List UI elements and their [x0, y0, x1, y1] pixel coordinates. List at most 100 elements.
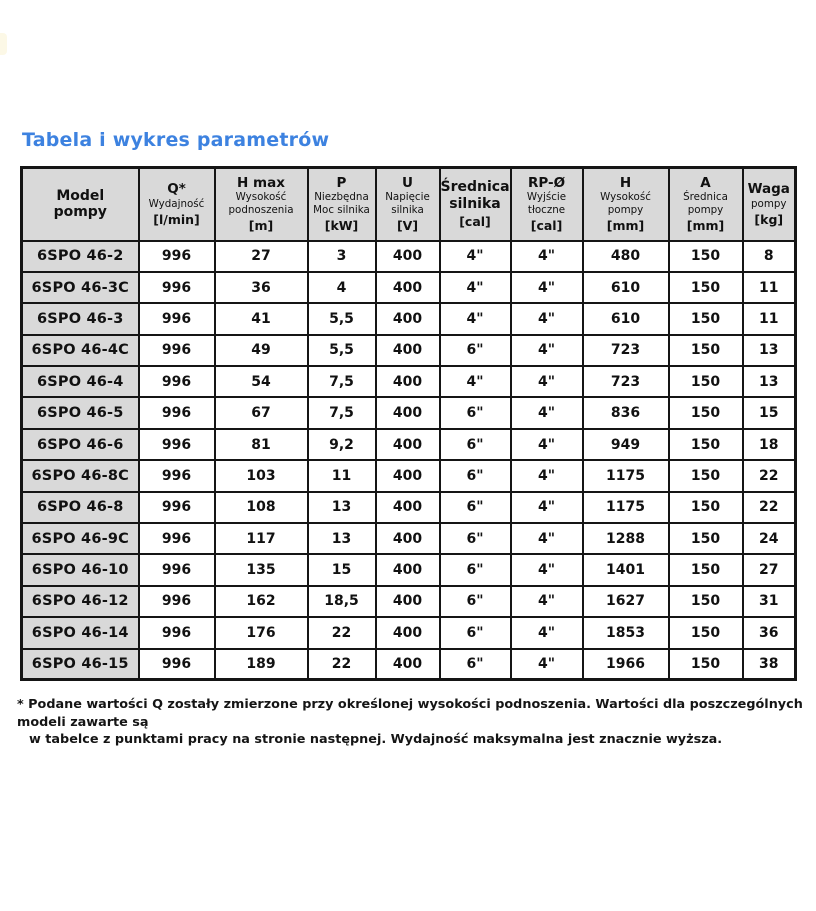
value-cell-h: 723: [581, 365, 670, 399]
table-row: 6SPO 46-2 996 27 3 400 4" 4" 480 150 8: [20, 239, 797, 273]
column-description: Napięcie: [385, 191, 430, 204]
column-header-u: U Napięcie silnika [V]: [374, 166, 441, 242]
value-cell-h: 836: [581, 396, 670, 430]
value-cell-h: 1288: [581, 522, 670, 556]
value-cell-waga: 18: [741, 427, 797, 462]
column-unit: [l/min]: [153, 212, 200, 227]
value-cell-q: 996: [137, 365, 216, 399]
value-cell-srednica-silnika: 6": [438, 616, 512, 650]
table-row: 6SPO 46-8 996 108 13 400 6" 4" 1175 150 22: [20, 490, 797, 525]
column-symbol: RP-Ø: [527, 174, 566, 191]
table-row: 6SPO 46-4 996 54 7,5 400 4" 4" 723 150 13: [20, 365, 797, 399]
model-cell: 6SPO 46-4: [20, 365, 140, 399]
value-cell-q: 996: [137, 522, 216, 556]
value-cell-srednica-silnika: 4": [438, 239, 512, 273]
table-row: 6SPO 46-9C 996 117 13 400 6" 4" 1288 150 24: [20, 522, 797, 556]
value-cell-waga: 38: [741, 647, 797, 681]
value-cell-u: 400: [374, 302, 441, 336]
value-cell-q: 996: [137, 584, 216, 619]
value-cell-u: 400: [374, 365, 441, 399]
value-cell-p: 3: [306, 239, 377, 273]
value-cell-rp: 4": [509, 553, 584, 587]
value-cell-rp: 4": [509, 365, 584, 399]
column-description: pompy: [751, 197, 787, 210]
value-cell-h: 723: [581, 333, 670, 368]
value-cell-a: 150: [667, 333, 744, 368]
column-symbol: silnika: [449, 195, 501, 212]
value-cell-h: 610: [581, 302, 670, 336]
value-cell-rp: 4": [509, 427, 584, 462]
value-cell-hmax: 67: [213, 396, 309, 430]
column-symbol: pompy: [53, 204, 107, 221]
table-header: Model pompy Q* Wydajność [l/min] H max Wysokoś…: [20, 166, 797, 242]
value-cell-q: 996: [137, 427, 216, 462]
table-row: 6SPO 46-4C 996 49 5,5 400 6" 4" 723 150 13: [20, 333, 797, 368]
value-cell-a: 150: [667, 302, 744, 336]
value-cell-srednica-silnika: 4": [438, 270, 512, 305]
value-cell-hmax: 41: [213, 302, 309, 336]
column-header-a: A Średnica pompy [mm]: [667, 166, 744, 242]
table-row: 6SPO 46-15 996 189 22 400 6" 4" 1966 150 38: [20, 647, 797, 681]
value-cell-hmax: 81: [213, 427, 309, 462]
value-cell-srednica-silnika: 6": [438, 647, 512, 681]
model-cell: 6SPO 46-3: [20, 302, 140, 336]
model-cell: 6SPO 46-14: [20, 616, 140, 650]
value-cell-h: 1175: [581, 490, 670, 525]
value-cell-rp: 4": [509, 396, 584, 430]
model-cell: 6SPO 46-2: [20, 239, 140, 273]
table-body: 6SPO 46-2 996 27 3 400 4" 4" 480 150 8 6SPO 46-3C 9…: [20, 239, 797, 681]
column-unit: [cal]: [530, 218, 563, 234]
value-cell-waga: 31: [741, 584, 797, 619]
column-unit: [cal]: [459, 214, 491, 230]
value-cell-srednica-silnika: 6": [438, 427, 512, 462]
model-cell: 6SPO 46-8C: [20, 459, 140, 493]
value-cell-a: 150: [667, 553, 744, 587]
table-row: 6SPO 46-3C 996 36 4 400 4" 4" 610 150 11: [20, 270, 797, 305]
value-cell-h: 1627: [581, 584, 670, 619]
value-cell-q: 996: [137, 616, 216, 650]
model-cell: 6SPO 46-9C: [20, 522, 140, 556]
value-cell-hmax: 36: [213, 270, 309, 305]
value-cell-rp: 4": [509, 459, 584, 493]
value-cell-hmax: 189: [213, 647, 309, 681]
value-cell-rp: 4": [509, 616, 584, 650]
footnote: * Podane wartości Q zostały zmierzone pr…: [17, 696, 816, 749]
value-cell-q: 996: [137, 333, 216, 368]
value-cell-srednica-silnika: 6": [438, 396, 512, 430]
value-cell-a: 150: [667, 522, 744, 556]
column-symbol: Model: [56, 187, 105, 204]
value-cell-a: 150: [667, 647, 744, 681]
column-symbol: H max: [237, 174, 285, 191]
value-cell-a: 150: [667, 616, 744, 650]
table-header-row: Model pompy Q* Wydajność [l/min] H max Wysokoś…: [20, 166, 797, 242]
model-cell: 6SPO 46-12: [20, 584, 140, 619]
value-cell-waga: 11: [741, 302, 797, 336]
column-header-p: P Niezbędna Moc silnika [kW]: [306, 166, 377, 242]
value-cell-srednica-silnika: 4": [438, 302, 512, 336]
value-cell-u: 400: [374, 553, 441, 587]
value-cell-waga: 13: [741, 333, 797, 368]
value-cell-hmax: 103: [213, 459, 309, 493]
value-cell-waga: 22: [741, 459, 797, 493]
value-cell-a: 150: [667, 427, 744, 462]
value-cell-rp: 4": [509, 522, 584, 556]
page-edge-artifact: [0, 33, 7, 55]
value-cell-u: 400: [374, 239, 441, 273]
value-cell-waga: 22: [741, 490, 797, 525]
value-cell-p: 15: [306, 553, 377, 587]
parameters-table-container: Model pompy Q* Wydajność [l/min] H max Wysokoś…: [20, 166, 798, 682]
column-header-q: Q* Wydajność [l/min]: [137, 166, 216, 242]
model-cell: 6SPO 46-15: [20, 647, 140, 681]
column-description: Średnica: [683, 191, 728, 204]
value-cell-hmax: 27: [213, 239, 309, 273]
footnote-line-2: w tabelce z punktami pracy na stronie na…: [29, 732, 723, 748]
value-cell-a: 150: [667, 584, 744, 619]
value-cell-a: 150: [667, 396, 744, 430]
table-row: 6SPO 46-8C 996 103 11 400 6" 4" 1175 150 22: [20, 459, 797, 493]
value-cell-hmax: 176: [213, 616, 309, 650]
value-cell-u: 400: [374, 270, 441, 305]
value-cell-hmax: 135: [213, 553, 309, 587]
value-cell-u: 400: [374, 333, 441, 368]
column-symbol: Waga: [747, 180, 790, 197]
column-unit: [mm]: [686, 218, 725, 234]
